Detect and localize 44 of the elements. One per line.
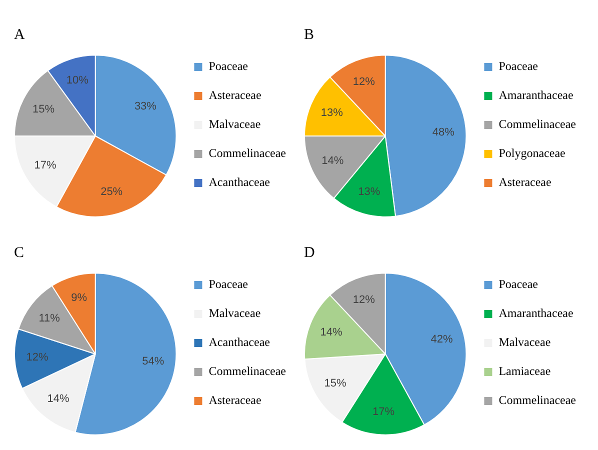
legend-label: Acanthaceae xyxy=(208,335,270,350)
legend-label: Commelinaceae xyxy=(498,393,576,408)
legend-label: Poaceae xyxy=(208,277,248,292)
data-label: 14% xyxy=(47,392,70,405)
legend-label: Poaceae xyxy=(498,277,538,292)
data-label: 14% xyxy=(320,326,342,339)
data-label: 48% xyxy=(432,126,455,138)
legend-label: Asteraceae xyxy=(208,393,262,408)
legend-label: Poaceae xyxy=(208,59,248,74)
legend-label: Amaranthaceae xyxy=(498,306,574,320)
data-label: 12% xyxy=(352,76,376,88)
data-label: 10% xyxy=(66,74,89,87)
legend-label: Commelinaceae xyxy=(208,364,286,378)
data-label: 12% xyxy=(352,294,376,306)
legend-label: Acanthaceae xyxy=(208,175,270,190)
data-label: 17% xyxy=(34,160,56,172)
legend-label: Poaceae xyxy=(498,59,538,74)
data-label: 17% xyxy=(372,406,395,418)
data-label: 13% xyxy=(358,186,380,198)
legend-label: Polygonaceae xyxy=(498,146,566,160)
legend-label: Lamiaceae xyxy=(498,364,551,378)
data-label: 11% xyxy=(38,312,60,324)
legend-label: Asteraceae xyxy=(208,88,262,102)
legend-label: Commelinaceae xyxy=(208,146,286,160)
data-label: 25% xyxy=(100,186,123,198)
legend-label: Commelinaceae xyxy=(498,117,576,132)
data-label: 9% xyxy=(71,292,88,304)
data-label: 42% xyxy=(430,334,453,346)
chart-title: C xyxy=(14,244,24,261)
chart-title: B xyxy=(304,26,314,43)
legend-label: Malvaceae xyxy=(498,335,551,350)
chart-title: A xyxy=(14,26,25,43)
chart-title: D xyxy=(304,244,315,261)
legend-label: Amaranthaceae xyxy=(498,88,574,102)
legend-label: Malvaceae xyxy=(208,117,261,132)
data-label: 54% xyxy=(142,355,164,368)
legend-label: Asteraceae xyxy=(498,175,552,190)
data-label: 15% xyxy=(32,104,55,116)
data-label: 13% xyxy=(320,106,344,119)
data-label: 12% xyxy=(26,352,48,364)
data-label: 14% xyxy=(322,154,344,167)
legend-label: Malvaceae xyxy=(208,306,261,320)
data-label: 33% xyxy=(134,100,157,112)
data-label: 15% xyxy=(324,378,346,390)
